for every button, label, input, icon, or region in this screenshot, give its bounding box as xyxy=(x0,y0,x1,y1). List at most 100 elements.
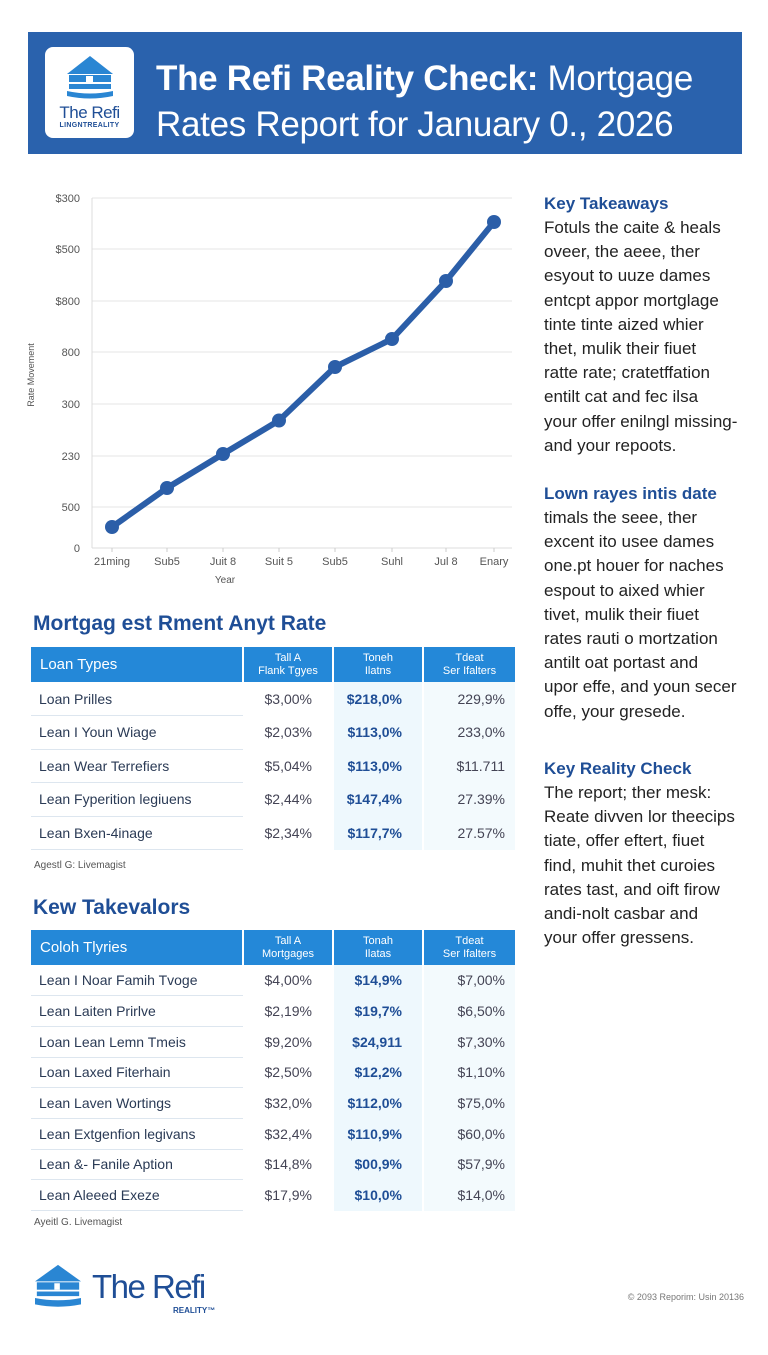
side-block: Key Reality Check The report; ther mesk: R… xyxy=(544,757,735,950)
side-block-line: espout to aixed whier xyxy=(544,580,705,600)
rates-table-2: Coloh Tlyries Tall A Mortgages Tonah Ilatas T… xyxy=(31,930,515,1211)
side-block-line: antilt oat portast and xyxy=(544,653,699,673)
page-title-rest: Mortgage Rates Report for January 0., 20… xyxy=(156,59,693,144)
svg-text:$500: $500 xyxy=(56,244,80,256)
table-row: Lean Extgenfion legivans $32,4% $110,9% $60… xyxy=(31,1118,515,1150)
rate-cell: $2,19% xyxy=(264,1003,312,1020)
column-header: Tdeat Ser Ifalters xyxy=(422,930,515,965)
side-block-line: entcpt appor mortglage xyxy=(544,290,719,310)
rate-cell: $6,50% xyxy=(422,995,515,1027)
rate-cell: 27.57% xyxy=(422,816,515,850)
side-block-line: timals the seee, ther xyxy=(544,508,698,527)
side-block-line: andi-nolt casbar and xyxy=(544,904,699,924)
side-block-line: find, muhit thet curoies xyxy=(544,855,716,875)
column-header: Toneh Ilatns xyxy=(332,647,423,682)
table-row: Lean Bxen-4inage $2,34% $117,7% 27.57% xyxy=(31,816,515,850)
copyright: © 2093 Reporim: Usin 20136 xyxy=(627,1292,744,1302)
header-banner: The Refi LINGNTREALITY The Refi Reality … xyxy=(28,32,742,154)
table-row: Loan Laxed Fiterhain $2,50% $12,2% $1,10% xyxy=(31,1057,515,1089)
svg-text:800: 800 xyxy=(62,347,80,359)
rate-cell: $4,00% xyxy=(264,972,312,989)
column-header: Tall A Mortgages xyxy=(242,930,333,965)
rate-cell: $57,9% xyxy=(422,1149,515,1180)
footer-brand-name: The Refi xyxy=(92,1268,206,1305)
side-block-line: ratte rate; cratetffation xyxy=(544,363,710,383)
side-block: Lown rayes intis date timals the seee, th… xyxy=(544,482,737,724)
side-block-line: tiate, offer eftert, fiuet xyxy=(544,831,705,851)
loan-type-cell: Lean &- Fanile Aption xyxy=(31,1149,243,1181)
table2-title: Kew Takevalors xyxy=(33,896,191,919)
loan-type-cell: Lean Aleeed Exeze xyxy=(31,1179,243,1211)
svg-text:Sub5: Sub5 xyxy=(322,556,348,568)
side-block-line: esyout to uuze dames xyxy=(544,266,711,286)
header-logo: The Refi LINGNTREALITY xyxy=(45,47,134,138)
column-header: Coloh Tlyries xyxy=(31,930,243,965)
rate-cell: $14,9% xyxy=(332,965,423,996)
side-block-line: The report; ther mesk: xyxy=(544,783,712,802)
side-block-line: tinte tinte aized whier xyxy=(544,314,704,334)
rate-cell: $10,0% xyxy=(332,1179,423,1211)
column-header: Loan Types xyxy=(31,647,243,682)
table-row: Loan Lean Lemn Tmeis $9,20% $24,911 $7,30% xyxy=(31,1026,515,1058)
table-header-row: Coloh Tlyries Tall A Mortgages Tonah Ilatas T… xyxy=(31,930,515,965)
rate-cell: $113,0% xyxy=(332,749,423,783)
side-block-line: oveer, the aeee, ther xyxy=(544,242,700,262)
rates-table-1: Loan Types Tall A Flank Tgyes Toneh Ilatns Td… xyxy=(31,647,515,850)
svg-text:Juit 8: Juit 8 xyxy=(210,556,236,568)
side-block-line: Reate divven lor theecips xyxy=(544,807,735,827)
rate-cell: $147,4% xyxy=(332,782,423,816)
rate-cell: $113,0% xyxy=(332,715,423,749)
rate-cell: $11.711 xyxy=(422,749,515,783)
footer-brand-sub: REALITY™ xyxy=(173,1306,216,1315)
rate-cell: $112,0% xyxy=(332,1087,423,1119)
rate-cell: $12,2% xyxy=(332,1057,423,1088)
logo-name: The Refi xyxy=(59,103,120,122)
loan-type-cell: Lean I Noar Famih Tvoge xyxy=(31,965,243,997)
table2-footnote: Ayeitl G. Livemagist xyxy=(34,1217,123,1228)
rate-cell: $14,0% xyxy=(422,1179,515,1211)
rate-cell: $7,00% xyxy=(422,965,515,996)
table-row: Lean Fyperition legiuens $2,44% $147,4% 27.… xyxy=(31,782,515,817)
rate-cell: $1,10% xyxy=(422,1057,515,1088)
svg-text:0: 0 xyxy=(74,543,80,555)
loan-type-cell: Lean Laiten Prirlve xyxy=(31,995,243,1027)
rate-cell: $9,20% xyxy=(264,1033,312,1050)
logo-subtitle: LINGNTREALITY xyxy=(59,122,120,129)
svg-text:500: 500 xyxy=(62,502,80,514)
rate-cell: $00,9% xyxy=(332,1149,423,1180)
column-header: Tall A Flank Tgyes xyxy=(242,647,333,682)
table-row: Lean I Noar Famih Tvoge $4,00% $14,9% $7,00… xyxy=(31,965,515,997)
page-title-bold: The Refi Reality Check: xyxy=(156,59,539,98)
side-block-line: excent ito usee dames xyxy=(544,532,715,552)
table-header-row: Loan Types Tall A Flank Tgyes Toneh Ilatns Td… xyxy=(31,647,515,682)
rate-cell: $2,03% xyxy=(264,724,312,741)
loan-type-cell: Loan Prilles xyxy=(31,682,243,716)
loan-type-cell: Loan Laxed Fiterhain xyxy=(31,1057,243,1089)
rate-cell: $17,9% xyxy=(264,1187,312,1204)
table-row: Lean &- Fanile Aption $14,8% $00,9% $57,9% xyxy=(31,1149,515,1181)
table1-title: Mortgag est Rment Anyt Rate xyxy=(33,612,327,635)
side-block: Key Takeaways Fotuls the caite & heals ove… xyxy=(544,192,737,458)
loan-type-cell: Loan Lean Lemn Tmeis xyxy=(31,1026,243,1058)
svg-text:$300: $300 xyxy=(56,193,80,205)
loan-type-cell: Lean Laven Wortings xyxy=(31,1087,243,1119)
svg-text:Year: Year xyxy=(215,575,236,586)
loan-type-cell: Lean Bxen-4inage xyxy=(31,816,243,850)
side-block-title: Key Reality Check xyxy=(544,759,692,778)
table-row: Lean Laiten Prirlve $2,19% $19,7% $6,50% xyxy=(31,995,515,1027)
rate-cell: $7,30% xyxy=(422,1026,515,1058)
table-row: Lean Aleeed Exeze $17,9% $10,0% $14,0% xyxy=(31,1179,515,1211)
rate-cell: 233,0% xyxy=(422,715,515,749)
side-block-line: tivet, mulik their fiuet xyxy=(544,604,699,624)
rate-cell: $218,0% xyxy=(332,682,423,716)
svg-text:Suit 5: Suit 5 xyxy=(265,556,293,568)
side-block-line: your offer gressens. xyxy=(544,928,694,948)
side-block-line: rates rauti o mortzation xyxy=(544,629,718,649)
side-block-title: Key Takeaways xyxy=(544,194,669,213)
rate-cell: $110,9% xyxy=(332,1118,423,1150)
svg-text:300: 300 xyxy=(62,399,80,411)
svg-text:$800: $800 xyxy=(56,296,80,308)
footer-house-logo-icon xyxy=(35,1264,81,1307)
column-header: Tdeat Ser Ifalters xyxy=(422,647,515,682)
side-block-line: rates tast, and oift firow xyxy=(544,879,720,899)
